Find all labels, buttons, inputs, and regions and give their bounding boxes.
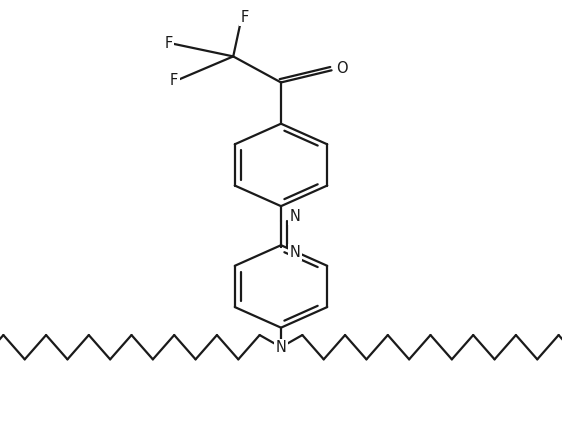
Text: F: F: [241, 10, 248, 25]
Text: O: O: [336, 61, 347, 76]
Text: F: F: [170, 73, 178, 88]
Text: F: F: [165, 36, 173, 51]
Text: N: N: [289, 245, 301, 260]
Text: N: N: [275, 340, 287, 355]
Text: N: N: [289, 209, 301, 224]
